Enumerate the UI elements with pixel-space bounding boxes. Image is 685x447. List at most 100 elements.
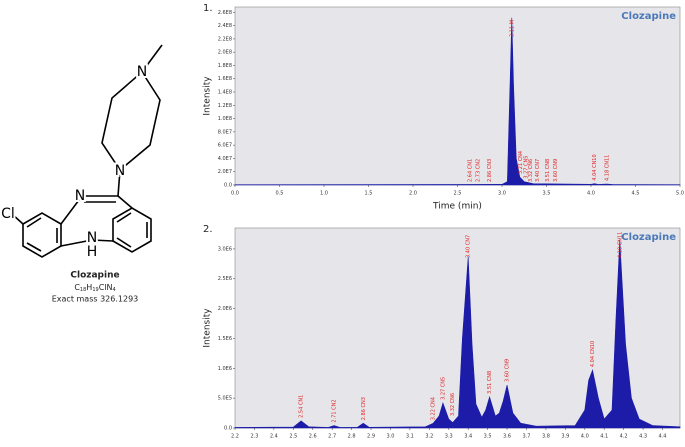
atom: N <box>137 64 147 80</box>
peak-label: 3.51 CN8 <box>545 159 551 182</box>
y-axis-label: Intensity <box>203 76 213 116</box>
x-tick-label: 3.2 <box>425 434 433 440</box>
peak-label: 3.22 CN4 <box>431 397 437 420</box>
x-tick-label: 2.8 <box>348 434 356 440</box>
atom: N <box>87 230 97 246</box>
trace <box>234 239 681 429</box>
y-axis-label: Intensity <box>203 308 213 348</box>
peak-label: 3.27 CN5 <box>440 377 446 400</box>
structure: N N N N H Cl Clozapine C18H19ClN4 Exact … <box>0 44 163 304</box>
x-tick-label: 2.2 <box>231 434 239 440</box>
chart: 2. Clozapine Intensity 0.0 5.0E5 1.0E6 1.5E6 2.… <box>203 224 681 440</box>
y-tick-label: 5.0E5 <box>218 396 232 402</box>
y-tick-label: 1.4E8 <box>218 90 232 96</box>
y-tick-label: 2.6E8 <box>218 10 232 16</box>
peak-label: 4.18 CN11 <box>617 232 623 258</box>
bond <box>11 213 24 225</box>
peak-label: 3.21 CN4 <box>518 151 524 174</box>
x-tick-label: 2.9 <box>367 434 375 440</box>
x-tick-label: 4.0 <box>587 191 595 197</box>
x-tick-label: 3.4 <box>464 434 472 440</box>
y-tick-label: 4.0E7 <box>218 156 232 162</box>
peak-label: 2.73 CN2 <box>475 159 481 182</box>
x-tick-label: 4.0 <box>581 434 589 440</box>
x-tick-label: 4.2 <box>620 434 628 440</box>
x-tick-label: 2.7 <box>328 434 336 440</box>
x-tick-label: 3.7 <box>523 434 531 440</box>
y-tick-label: 0.0 <box>224 426 232 432</box>
x-tick-label: 0.0 <box>231 191 239 197</box>
bond <box>116 237 132 248</box>
x-tick-label: 3.5 <box>543 191 551 197</box>
peak-label: 4.04 CN10 <box>590 341 596 367</box>
peak-label: 2.71 CN2 <box>332 399 338 422</box>
y-tick-label: 0.0 <box>224 183 232 189</box>
atom: Cl <box>1 206 15 222</box>
x-tick-label: 2.3 <box>250 434 258 440</box>
exact-mass: Exact mass 326.1293 <box>52 295 139 304</box>
y-tick-label: 8.0E7 <box>218 129 232 135</box>
plot-area <box>234 6 681 186</box>
ring <box>112 207 152 253</box>
peak-label: 2.54 CN1 <box>299 395 305 418</box>
x-tick-label: 5.0 <box>676 191 684 197</box>
peak-label: 4.18 CN11 <box>605 155 611 181</box>
bond <box>60 239 93 247</box>
peak-label: 3.27 CN5 <box>524 156 530 179</box>
x-axis-label: Time (min) <box>432 202 482 212</box>
y-tick-label: 1.0E8 <box>218 116 232 122</box>
ring <box>22 212 62 258</box>
x-tick-label: 4.5 <box>632 191 640 197</box>
bond <box>117 195 133 209</box>
bond <box>101 71 161 172</box>
peak-label: 2.64 CN1 <box>467 159 473 182</box>
y-tick-label: 2.2E8 <box>218 36 232 42</box>
x-tick-label: 3.5 <box>484 434 492 440</box>
y-tick-label: 2.0E7 <box>218 169 232 175</box>
panel-label: 1. <box>203 3 213 14</box>
x-tick-label: 3.0 <box>498 191 506 197</box>
trace <box>234 17 681 186</box>
y-tick-label: 3.0E6 <box>218 246 232 252</box>
y-tick-label: 1.6E8 <box>218 76 232 82</box>
chart-title: Clozapine <box>621 232 676 243</box>
y-tick-label: 1.8E8 <box>218 63 232 69</box>
x-tick-label: 2.5 <box>289 434 297 440</box>
y-tick-label: 1.2E8 <box>218 103 232 109</box>
x-tick-label: 3.3 <box>445 434 453 440</box>
y-tick-label: 2.5E6 <box>218 276 232 282</box>
x-tick-label: 3.1 <box>406 434 414 440</box>
panel-label: 2. <box>203 224 213 235</box>
peak-label: 3.51 CN8 <box>487 371 493 394</box>
atom: N <box>75 188 85 204</box>
x-tick-label: 2.0 <box>409 191 417 197</box>
x-tick-label: 4.3 <box>639 434 647 440</box>
bond <box>91 239 114 242</box>
bond <box>26 242 42 252</box>
bond <box>117 169 121 197</box>
peak-label: 3.40 CN7 <box>466 235 472 258</box>
x-tick-label: 4.4 <box>659 434 667 440</box>
x-tick-label: 3.0 <box>386 434 394 440</box>
bond <box>116 212 132 223</box>
y-tick-label: 2.4E8 <box>218 23 232 29</box>
peak-label: 3.40 CN7 <box>535 159 541 182</box>
plot-area <box>234 227 681 429</box>
bond <box>141 44 163 73</box>
x-tick-label: 3.9 <box>561 434 569 440</box>
compound-name: Clozapine <box>70 271 119 281</box>
peak-label: 3.11 M <box>509 20 515 37</box>
x-tick-label: 0.5 <box>276 191 284 197</box>
x-tick-label: 2.6 <box>309 434 317 440</box>
peak-label: 4.04 CN10 <box>592 154 598 180</box>
y-tick-label: 1.0E6 <box>218 366 232 372</box>
peak-label: 3.60 CN9 <box>553 159 559 182</box>
bond <box>60 195 83 225</box>
x-tick-label: 3.8 <box>542 434 550 440</box>
chart: 1. Clozapine Intensity Time (min) 0.0 2.0E7 4.… <box>203 3 684 212</box>
x-tick-label: 2.5 <box>454 191 462 197</box>
y-tick-label: 2.0E6 <box>218 306 232 312</box>
peak-label: 3.32 CN6 <box>528 159 534 182</box>
atom: H <box>87 244 98 260</box>
chart-title: Clozapine <box>621 11 676 22</box>
